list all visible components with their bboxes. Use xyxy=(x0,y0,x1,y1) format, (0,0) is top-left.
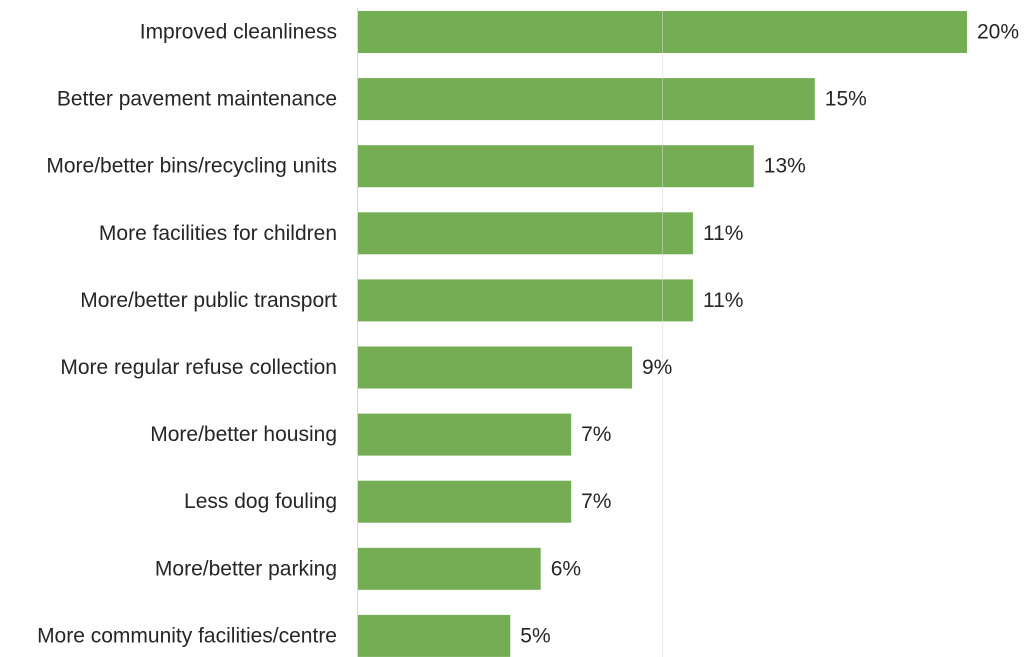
category-label-9: More community facilities/centre xyxy=(37,624,337,647)
bar-7 xyxy=(358,480,572,523)
value-label-4: 11% xyxy=(703,289,743,312)
value-label-9: 5% xyxy=(520,624,550,647)
category-label-4: More/better public transport xyxy=(80,289,337,312)
bar-9 xyxy=(358,614,511,657)
bar-5 xyxy=(358,346,633,389)
category-label-1: Better pavement maintenance xyxy=(57,88,337,111)
bar-6 xyxy=(358,413,572,456)
value-label-5: 9% xyxy=(642,356,672,379)
value-label-1: 15% xyxy=(825,88,867,111)
bar-8 xyxy=(358,547,541,590)
category-label-3: More facilities for children xyxy=(99,222,337,245)
value-labels: 20% 15% 13% 11% 11% 9% 7% 7% 6% 5% xyxy=(520,21,1019,648)
value-label-0: 20% xyxy=(977,21,1019,44)
bars-layer xyxy=(358,11,967,657)
value-label-2: 13% xyxy=(764,155,806,178)
value-label-6: 7% xyxy=(581,423,611,446)
bar-3 xyxy=(358,212,693,255)
category-label-6: More/better housing xyxy=(150,423,337,446)
category-label-8: More/better parking xyxy=(155,557,337,580)
value-label-8: 6% xyxy=(551,557,581,580)
bar-2 xyxy=(358,145,754,188)
bar-4 xyxy=(358,279,693,322)
value-label-7: 7% xyxy=(581,490,611,513)
category-label-5: More regular refuse collection xyxy=(60,356,337,379)
category-labels: Improved cleanliness Better pavement main… xyxy=(37,21,337,648)
category-label-7: Less dog fouling xyxy=(184,490,337,513)
value-label-3: 11% xyxy=(703,222,743,245)
category-label-2: More/better bins/recycling units xyxy=(46,155,337,178)
category-label-0: Improved cleanliness xyxy=(140,21,337,44)
bar-1 xyxy=(358,78,815,121)
